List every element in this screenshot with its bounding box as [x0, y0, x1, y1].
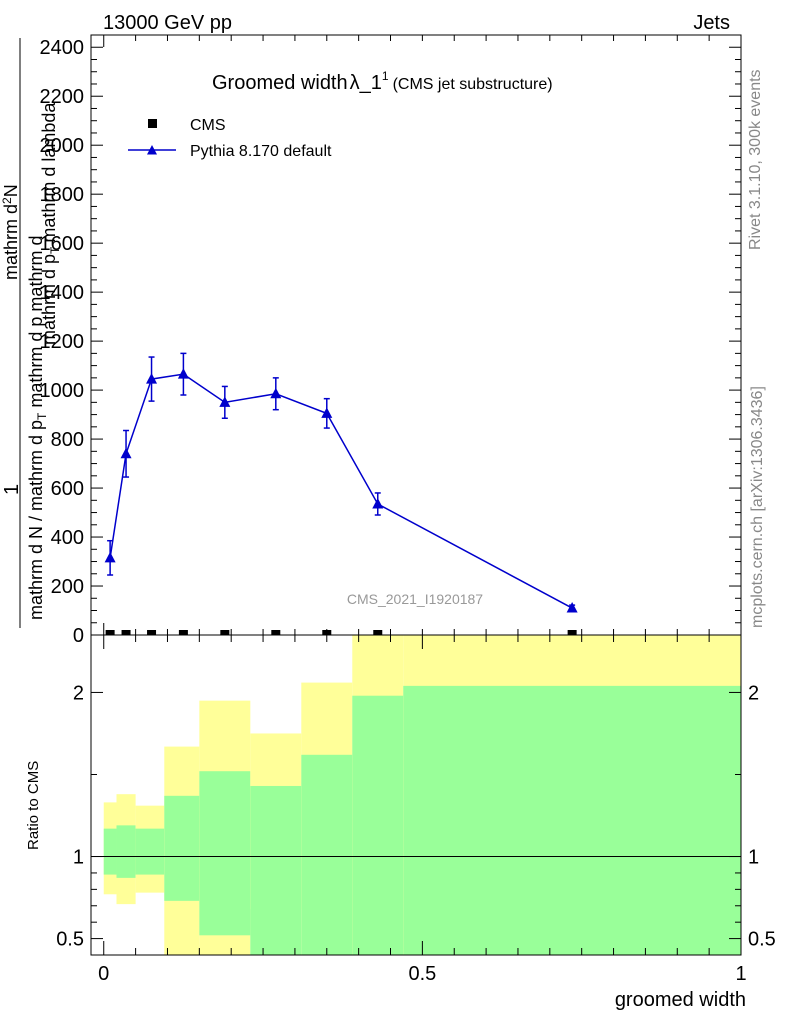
ratio-bands	[91, 635, 741, 955]
cms-point	[178, 630, 188, 635]
legend: CMS Pythia 8.170 default	[128, 117, 332, 160]
pythia-point	[219, 396, 231, 407]
cms-point	[147, 630, 157, 635]
pythia-point	[270, 387, 282, 399]
y-tick-label: 2000	[40, 135, 85, 157]
pythia-line	[109, 373, 573, 609]
y-label-numerator: mathrm d2N	[0, 184, 21, 280]
header-left: 13000 GeV pp	[103, 12, 232, 34]
analysis-id: CMS_2021_I1920187	[347, 591, 483, 607]
pythia-point	[177, 368, 189, 379]
legend-cms-label: CMS	[190, 117, 226, 134]
cms-point	[373, 630, 383, 635]
cms-point	[271, 630, 281, 635]
ratio-y-tick-label-right: 1	[748, 847, 759, 869]
ratio-band-green	[301, 754, 353, 955]
pythia-point	[372, 497, 384, 509]
cms-point	[121, 630, 131, 635]
y-tick-label: 2400	[40, 37, 85, 59]
x-tick-label: 0.5	[408, 963, 436, 985]
ratio-band-green	[103, 828, 117, 875]
y-tick-label: 1200	[40, 331, 85, 353]
x-tick-label: 1	[735, 963, 746, 985]
pythia-point	[120, 447, 132, 459]
y-tick-label: 400	[51, 527, 84, 549]
y-tick-label: 1800	[40, 184, 85, 206]
ratio-band-green	[250, 785, 302, 955]
ratio-band-green	[403, 685, 741, 955]
y-tick-label: 1000	[40, 380, 85, 402]
y-label-line3: mathrm d N / mathrm d pT mathrm d p math…	[26, 236, 49, 620]
ratio-band-green	[199, 771, 251, 936]
chart-title: Groomed width λ_11 (CMS jet substructure)	[212, 69, 553, 94]
pythia-point	[104, 551, 116, 563]
y-tick-label: 1600	[40, 233, 85, 255]
y-tick-label: 200	[51, 576, 84, 598]
cms-point	[220, 630, 230, 635]
pythia-point	[321, 407, 333, 418]
ratio-band-green	[135, 828, 165, 875]
rivet-label: Rivet 3.1.10, 300k events	[747, 69, 764, 250]
ratio-band-green	[116, 825, 136, 878]
pythia-point	[146, 373, 158, 384]
y-tick-label: 2200	[40, 86, 85, 108]
ratio-band-green	[352, 695, 404, 955]
ratio-y-tick-label-right: 2	[748, 682, 759, 704]
cms-point	[105, 630, 115, 635]
ratio-y-tick-label-right: 0.5	[748, 929, 776, 951]
y-tick-label: 1400	[40, 282, 85, 304]
ratio-frame	[90, 634, 742, 956]
y-axis-label: mathrm d N / mathrm d pT mathrm d p math…	[0, 38, 62, 628]
mcplots-label: mcplots.cern.ch [arXiv:1306.3436]	[749, 386, 766, 628]
y-tick-label: 0	[73, 625, 84, 647]
cms-point	[567, 630, 577, 635]
ratio-y-label: Ratio to CMS	[25, 761, 42, 850]
cms-point	[322, 630, 332, 635]
main-axes: 0 200 400 600 800 1000 1200 1400 1600 1800 2000 220…	[40, 34, 742, 647]
y-label-denominator: mathrm d pTmathrm d lambda	[39, 102, 62, 345]
x-axis-label: groomed width	[615, 989, 746, 1011]
legend-pythia-label: Pythia 8.170 default	[190, 143, 332, 160]
y-tick-label: 800	[51, 429, 84, 451]
ratio-axes: 0.5 0.51 12 20 0.5 1	[56, 635, 776, 985]
legend-cms-marker	[148, 119, 157, 128]
ratio-y-tick-label: 0.5	[56, 929, 84, 951]
header-right: Jets	[693, 12, 730, 34]
legend-pythia-marker	[147, 145, 157, 155]
ratio-y-tick-label: 2	[73, 682, 84, 704]
series-pythia	[104, 352, 578, 613]
ratio-band-green	[164, 795, 200, 901]
y-tick-label: 600	[51, 478, 84, 500]
series-cms	[105, 630, 577, 635]
pythia-point	[566, 602, 578, 613]
x-tick-label: 0	[98, 963, 109, 985]
main-frame	[90, 34, 742, 636]
y-label-one: 1	[1, 484, 23, 495]
ratio-y-tick-label: 1	[73, 847, 84, 869]
